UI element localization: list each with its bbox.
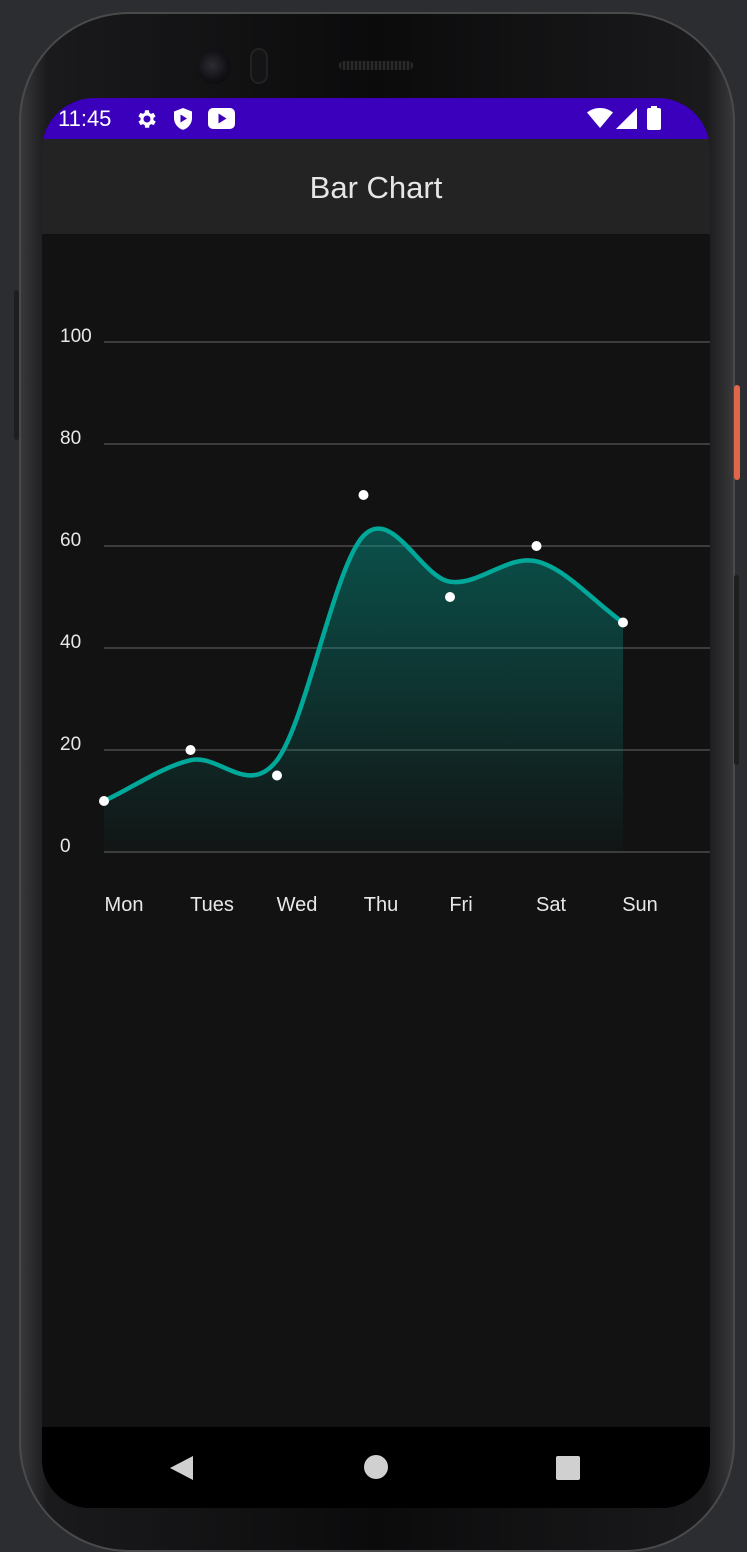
app-title: Bar Chart [309, 170, 443, 205]
app-bar: Bar Chart [42, 139, 710, 234]
cell-signal-icon [616, 108, 637, 129]
battery-icon [647, 106, 661, 130]
line-chart: 0 20 40 60 80 100 Mon Tues Wed Thu Fri Sat Sun [60, 326, 710, 916]
x-tick-label: Sun [622, 894, 658, 916]
data-point-sun[interactable] [618, 617, 628, 628]
back-icon[interactable] [169, 1455, 195, 1481]
data-point-sat[interactable] [531, 541, 542, 551]
x-tick-label: Fri [449, 894, 472, 916]
x-tick-label: Thu [364, 894, 398, 916]
data-point-fri[interactable] [445, 592, 455, 602]
data-point-tues[interactable] [185, 745, 196, 755]
data-point-wed[interactable] [272, 770, 282, 781]
x-tick-label: Mon [105, 894, 144, 916]
youtube-icon [208, 108, 235, 129]
y-tick-label: 0 [60, 836, 71, 857]
power-button[interactable] [734, 385, 740, 480]
home-icon[interactable] [363, 1454, 389, 1480]
status-time: 11:45 [58, 106, 112, 131]
series-line [101, 526, 626, 804]
volume-button[interactable] [734, 575, 739, 765]
y-tick-label: 100 [60, 326, 92, 347]
y-tick-label: 20 [60, 734, 81, 755]
area-fill [104, 528, 623, 852]
y-tick-label: 60 [60, 530, 81, 551]
navigation-bar [42, 1427, 710, 1508]
front-camera-icon [197, 50, 231, 84]
side-button[interactable] [14, 290, 19, 440]
x-tick-label: Wed [277, 894, 318, 916]
phone-screen: 11:45 Bar Chart [42, 98, 710, 1508]
data-point-mon[interactable] [99, 796, 109, 806]
proximity-sensor [250, 48, 268, 84]
status-bar: 11:45 [42, 98, 710, 139]
x-tick-label: Tues [190, 894, 234, 916]
x-tick-label: Sat [536, 894, 566, 916]
gear-icon [138, 110, 156, 128]
earpiece-speaker [339, 61, 413, 70]
y-tick-label: 80 [60, 428, 81, 449]
shield-play-icon [174, 108, 192, 130]
recents-icon[interactable] [555, 1455, 581, 1481]
y-tick-label: 40 [60, 632, 81, 653]
wifi-icon [587, 108, 613, 128]
data-point-thu[interactable] [358, 490, 369, 500]
